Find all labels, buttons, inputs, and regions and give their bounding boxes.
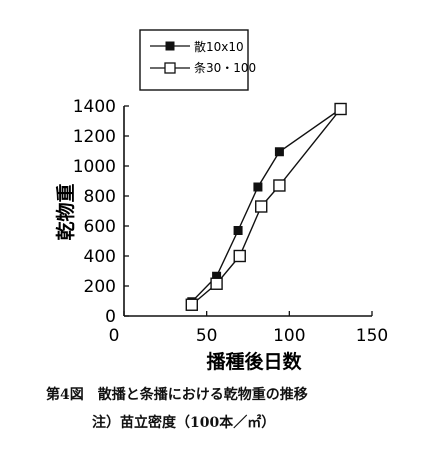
legend: 散10x10 条30・100: [139, 29, 256, 91]
series-group: [185, 102, 347, 311]
y-tick-label: 600: [84, 217, 116, 237]
data-point-drill: [233, 249, 246, 263]
y-ticks: 0 200 400 600 800 1000 1200 1400: [73, 97, 129, 327]
y-tick-label: 800: [84, 187, 116, 207]
y-tick-label: 1400: [73, 97, 116, 117]
y-tick-label: 0: [105, 307, 116, 327]
legend-marker-drill: [164, 62, 176, 74]
data-point-broadcast: [274, 147, 284, 157]
figure-caption: 第4図 散播と条播における乾物重の推移: [46, 387, 308, 403]
data-point-drill: [273, 179, 286, 192]
data-point-drill: [334, 102, 347, 116]
y-tick-label: 1200: [73, 127, 116, 147]
x-tick-label: 50: [196, 326, 218, 346]
dry-matter-chart: 散10x10 条30・100 0200400600800100012001400…: [54, 29, 388, 373]
y-axis-title: 乾物重: [54, 183, 77, 240]
data-point-drill: [185, 298, 198, 311]
y-tick-label: 1000: [73, 157, 116, 177]
legend-marker-broadcast: [165, 41, 175, 51]
data-point-drill: [255, 200, 268, 213]
data-point-broadcast: [233, 226, 243, 235]
y-tick-label: 200: [84, 277, 116, 297]
x-ticks: 0 50 100 150: [109, 311, 388, 346]
y-tick-label: 400: [84, 247, 116, 267]
figure-note: 注）苗立密度（100本／㎡）: [92, 415, 276, 431]
legend-label-drill: 条30・100: [194, 61, 256, 75]
x-tick-label: 100: [273, 326, 305, 346]
data-point-drill: [210, 277, 223, 290]
legend-box: [139, 29, 249, 91]
x-tick-label: 0: [109, 326, 120, 346]
data-point-broadcast: [253, 182, 263, 192]
x-axis-title: 播種後日数: [206, 350, 302, 373]
legend-label-broadcast: 散10x10: [194, 39, 244, 54]
x-tick-label: 150: [356, 326, 388, 346]
